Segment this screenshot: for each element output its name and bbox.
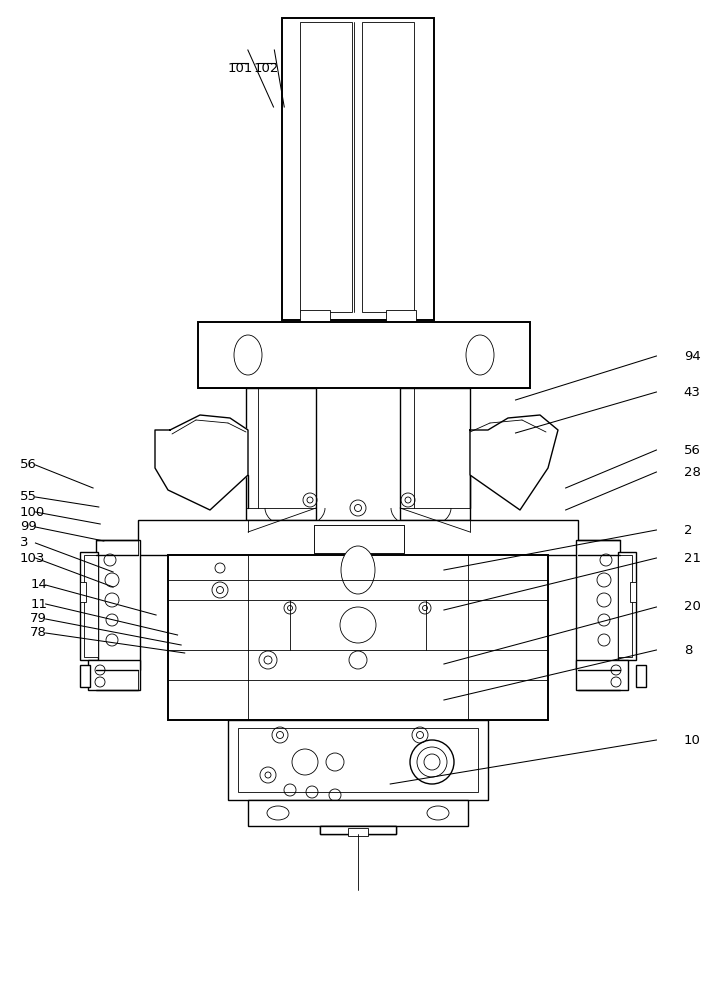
Text: 99: 99 bbox=[20, 520, 37, 534]
Bar bbox=[168, 555, 548, 720]
Bar bbox=[630, 582, 636, 602]
Bar bbox=[636, 665, 646, 687]
Text: 10: 10 bbox=[684, 734, 701, 746]
Text: 28: 28 bbox=[684, 466, 701, 479]
Bar bbox=[300, 22, 352, 312]
Bar bbox=[88, 660, 140, 690]
Bar bbox=[96, 540, 140, 670]
Ellipse shape bbox=[427, 806, 449, 820]
Ellipse shape bbox=[466, 335, 494, 375]
Bar bbox=[80, 582, 86, 602]
Text: 20: 20 bbox=[684, 600, 701, 613]
Text: 43: 43 bbox=[684, 385, 701, 398]
Bar bbox=[320, 826, 396, 834]
Bar bbox=[400, 388, 470, 520]
Text: 102: 102 bbox=[253, 62, 279, 75]
Text: 14: 14 bbox=[30, 578, 47, 591]
Bar bbox=[198, 322, 530, 388]
Text: 103: 103 bbox=[20, 552, 45, 564]
Text: 79: 79 bbox=[30, 612, 47, 626]
Bar bbox=[314, 525, 404, 553]
Bar bbox=[282, 18, 434, 320]
Bar bbox=[248, 800, 468, 826]
Text: 11: 11 bbox=[30, 597, 47, 610]
Text: 55: 55 bbox=[20, 490, 37, 504]
Bar bbox=[246, 388, 316, 520]
Bar bbox=[576, 660, 628, 690]
Text: 21: 21 bbox=[684, 552, 701, 564]
Text: 100: 100 bbox=[20, 506, 45, 518]
Bar bbox=[80, 552, 98, 660]
Ellipse shape bbox=[341, 546, 375, 594]
Polygon shape bbox=[470, 415, 558, 510]
Bar bbox=[300, 310, 330, 322]
Bar bbox=[386, 310, 416, 322]
Text: 94: 94 bbox=[684, 350, 700, 362]
Bar bbox=[576, 540, 620, 670]
Bar bbox=[618, 552, 636, 660]
Text: 3: 3 bbox=[20, 536, 29, 550]
Bar bbox=[228, 720, 488, 800]
Bar bbox=[314, 525, 404, 553]
Bar bbox=[320, 826, 396, 834]
Bar bbox=[138, 520, 578, 555]
Text: 78: 78 bbox=[30, 626, 47, 640]
Polygon shape bbox=[155, 415, 248, 510]
Text: 101: 101 bbox=[227, 62, 253, 75]
Bar bbox=[80, 665, 90, 687]
Bar bbox=[84, 555, 98, 657]
Ellipse shape bbox=[267, 806, 289, 820]
Text: 2: 2 bbox=[684, 524, 692, 536]
Bar bbox=[618, 555, 632, 657]
Text: 56: 56 bbox=[20, 458, 37, 472]
Bar bbox=[348, 828, 368, 836]
Text: 56: 56 bbox=[684, 444, 701, 456]
Bar bbox=[238, 728, 478, 792]
Bar bbox=[362, 22, 414, 312]
Text: 8: 8 bbox=[684, 644, 692, 656]
Ellipse shape bbox=[234, 335, 262, 375]
